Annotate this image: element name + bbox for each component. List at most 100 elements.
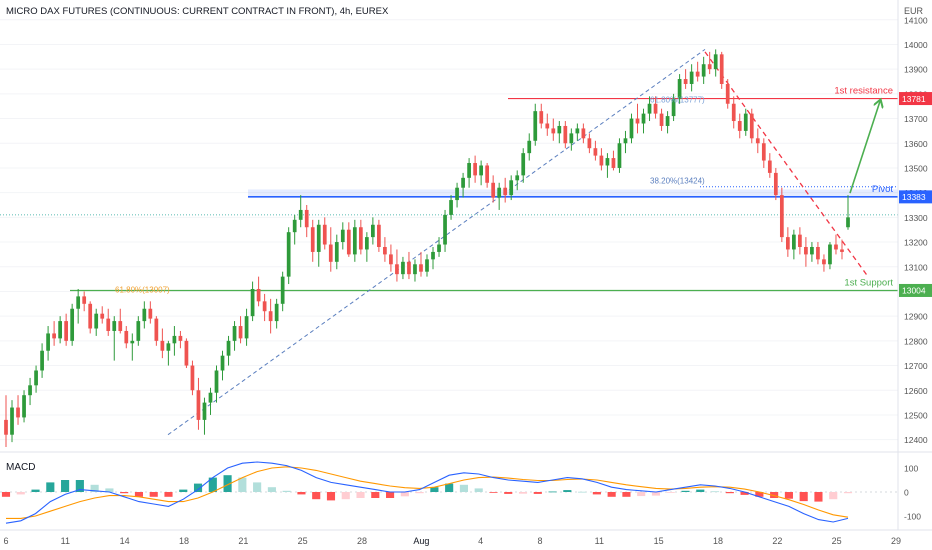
candle[interactable] bbox=[497, 182, 502, 210]
candle[interactable] bbox=[268, 298, 273, 334]
candle[interactable] bbox=[292, 214, 297, 245]
candle[interactable] bbox=[148, 301, 153, 324]
candle[interactable] bbox=[214, 365, 219, 403]
candle[interactable] bbox=[250, 281, 255, 322]
candle[interactable] bbox=[377, 219, 381, 252]
candle[interactable] bbox=[130, 333, 135, 361]
candle[interactable] bbox=[371, 217, 375, 245]
candle[interactable] bbox=[238, 316, 243, 344]
candle[interactable] bbox=[563, 121, 568, 149]
candle[interactable] bbox=[208, 387, 213, 415]
candle[interactable] bbox=[244, 308, 249, 346]
candle[interactable] bbox=[70, 303, 75, 346]
candle[interactable] bbox=[569, 128, 574, 151]
candle[interactable] bbox=[491, 175, 496, 203]
candle[interactable] bbox=[226, 335, 231, 366]
candle[interactable] bbox=[719, 51, 724, 89]
candle[interactable] bbox=[10, 400, 14, 443]
candle[interactable] bbox=[202, 397, 207, 435]
candle[interactable] bbox=[76, 288, 81, 324]
candle[interactable] bbox=[767, 153, 772, 178]
candle[interactable] bbox=[834, 234, 838, 255]
candle[interactable] bbox=[659, 108, 664, 131]
candle[interactable] bbox=[82, 291, 87, 312]
candle[interactable] bbox=[443, 209, 447, 252]
candle[interactable] bbox=[124, 326, 129, 349]
candle[interactable] bbox=[94, 308, 99, 336]
candle[interactable] bbox=[611, 150, 616, 171]
candle[interactable] bbox=[262, 293, 267, 322]
candle[interactable] bbox=[455, 182, 459, 208]
candle[interactable] bbox=[316, 219, 321, 267]
candle[interactable] bbox=[461, 172, 465, 198]
candle[interactable] bbox=[118, 308, 123, 334]
candle[interactable] bbox=[737, 113, 742, 139]
candle[interactable] bbox=[701, 56, 706, 84]
candle[interactable] bbox=[395, 249, 399, 282]
candle[interactable] bbox=[389, 244, 393, 272]
candle[interactable] bbox=[713, 49, 718, 77]
candle[interactable] bbox=[683, 69, 688, 89]
candle[interactable] bbox=[322, 217, 327, 250]
candle[interactable] bbox=[431, 246, 435, 270]
candle[interactable] bbox=[605, 153, 610, 178]
candle[interactable] bbox=[798, 227, 802, 255]
candle[interactable] bbox=[280, 271, 285, 312]
candle[interactable] bbox=[822, 254, 826, 272]
candle[interactable] bbox=[46, 326, 50, 361]
candle[interactable] bbox=[755, 128, 760, 154]
candle[interactable] bbox=[816, 242, 820, 265]
candle[interactable] bbox=[479, 160, 483, 186]
candle[interactable] bbox=[587, 133, 592, 154]
candle[interactable] bbox=[473, 155, 477, 183]
candle[interactable] bbox=[112, 316, 117, 361]
candle[interactable] bbox=[4, 395, 8, 448]
candle[interactable] bbox=[413, 259, 417, 282]
candle[interactable] bbox=[533, 103, 538, 146]
candle[interactable] bbox=[773, 167, 778, 201]
candle[interactable] bbox=[521, 148, 526, 183]
candle[interactable] bbox=[509, 175, 514, 201]
candle[interactable] bbox=[779, 187, 784, 243]
candle[interactable] bbox=[467, 158, 471, 188]
candle[interactable] bbox=[190, 360, 195, 396]
candle[interactable] bbox=[581, 123, 586, 144]
candle[interactable] bbox=[232, 321, 237, 351]
candle[interactable] bbox=[623, 130, 628, 154]
candle[interactable] bbox=[557, 121, 562, 144]
candle[interactable] bbox=[761, 138, 766, 168]
candle[interactable] bbox=[593, 140, 598, 161]
candle[interactable] bbox=[64, 313, 69, 346]
candle[interactable] bbox=[725, 79, 730, 109]
candle[interactable] bbox=[828, 242, 832, 270]
candle[interactable] bbox=[485, 163, 490, 188]
candle[interactable] bbox=[635, 103, 640, 134]
candle[interactable] bbox=[334, 234, 339, 270]
candle[interactable] bbox=[100, 306, 105, 324]
candles-layer[interactable] bbox=[4, 49, 850, 448]
candle[interactable] bbox=[256, 276, 261, 307]
candle[interactable] bbox=[846, 195, 850, 230]
candle[interactable] bbox=[804, 237, 808, 267]
candle[interactable] bbox=[731, 96, 736, 129]
candle[interactable] bbox=[665, 111, 670, 134]
candle[interactable] bbox=[364, 232, 369, 262]
candle[interactable] bbox=[653, 96, 658, 119]
candle[interactable] bbox=[617, 138, 622, 173]
candle[interactable] bbox=[136, 316, 141, 346]
candle[interactable] bbox=[695, 61, 700, 82]
candle[interactable] bbox=[52, 321, 56, 346]
candle[interactable] bbox=[707, 51, 712, 75]
candle[interactable] bbox=[310, 219, 315, 262]
candle[interactable] bbox=[449, 195, 453, 220]
candle[interactable] bbox=[551, 118, 556, 141]
candle[interactable] bbox=[298, 195, 303, 228]
candle[interactable] bbox=[88, 301, 93, 334]
candle[interactable] bbox=[671, 93, 676, 122]
candle[interactable] bbox=[677, 74, 682, 104]
candle[interactable] bbox=[196, 377, 201, 430]
candle[interactable] bbox=[16, 395, 20, 425]
candle[interactable] bbox=[647, 96, 652, 122]
candle[interactable] bbox=[286, 227, 291, 285]
